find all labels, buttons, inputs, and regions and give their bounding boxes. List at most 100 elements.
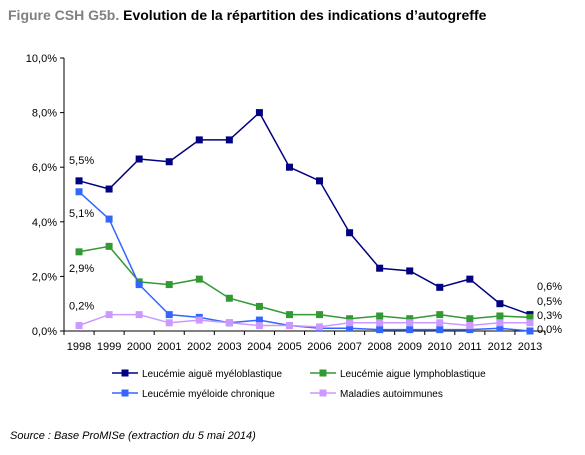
legend-item: Maladies autoimmunes (310, 389, 443, 400)
data-point (165, 281, 173, 289)
data-point (255, 316, 263, 324)
x-tick-label: 1998 (67, 341, 91, 353)
data-point (376, 312, 384, 320)
data-point (105, 215, 113, 223)
data-point (436, 326, 444, 334)
data-point (466, 322, 474, 330)
x-tick-label: 2001 (157, 341, 181, 353)
data-point (376, 326, 384, 334)
series-1 (75, 242, 534, 323)
data-label: 2,9% (69, 263, 94, 275)
data-point (75, 322, 83, 330)
data-label: 0,5% (537, 296, 562, 308)
data-point (195, 316, 203, 324)
data-point (526, 319, 534, 327)
x-tick-label: 2005 (277, 341, 301, 353)
data-point (526, 313, 534, 321)
data-label: 0,3% (537, 310, 562, 322)
data-point (376, 319, 384, 327)
data-point (436, 319, 444, 327)
data-point (316, 323, 324, 331)
x-tick-label: 2002 (187, 341, 211, 353)
x-tick-label: 2008 (367, 341, 391, 353)
x-tick-label: 1999 (97, 341, 121, 353)
data-point (496, 319, 504, 327)
figure-title: Evolution de la répartition des indicati… (123, 7, 487, 23)
y-tick-label: 0,0% (32, 326, 57, 338)
data-point (346, 315, 354, 323)
data-point (285, 163, 293, 171)
figure-number: Figure CSH G5b. (8, 7, 120, 23)
data-point (75, 177, 83, 185)
data-point (255, 109, 263, 117)
data-label: 0,2% (69, 301, 94, 313)
chart-title: Figure CSH G5b. Evolution de la répartit… (8, 7, 486, 23)
series-3 (75, 311, 534, 331)
data-point (436, 283, 444, 291)
x-tick-label: 2013 (518, 341, 542, 353)
chart-annotations: 5,5% 5,1% 2,9% 0,2% 0,6% 0,5% 0,3% 0,0% (69, 155, 562, 336)
data-point (376, 264, 384, 272)
y-tick-label: 8,0% (32, 108, 57, 120)
data-label: 0,0% (537, 324, 562, 336)
data-point (75, 188, 83, 196)
data-point (225, 136, 233, 144)
data-point (165, 319, 173, 327)
legend-marker (319, 389, 327, 397)
x-tick-label: 2007 (337, 341, 361, 353)
legend-item: Leucémie aiguë myéloblastique (112, 369, 283, 380)
x-tick-label: 2006 (307, 341, 331, 353)
data-label: 0,6% (537, 281, 562, 293)
legend-marker (121, 369, 129, 377)
data-point (466, 315, 474, 323)
series-line (78, 245, 531, 320)
legend-label: Leucémie myéloide chronique (142, 389, 275, 400)
series-0 (75, 109, 534, 319)
data-point (285, 311, 293, 319)
data-point (105, 242, 113, 250)
series-line (78, 191, 531, 332)
data-point (225, 319, 233, 327)
data-point (165, 311, 173, 319)
legend-label: Leucémie aiguë myéloblastique (142, 369, 283, 380)
data-point (225, 294, 233, 302)
data-label: 5,5% (69, 155, 94, 167)
data-point (135, 311, 143, 319)
legend-marker (121, 389, 129, 397)
data-point (406, 319, 414, 327)
chart-axes: 0,0% 2,0% 4,0% 6,0% 8,0% 10,0% 1998 1999 2000 200… (26, 53, 546, 353)
data-point (195, 275, 203, 283)
legend-item: Leucémie myéloide chronique (112, 389, 275, 400)
data-point (285, 322, 293, 330)
data-point (466, 326, 474, 334)
x-tick-label: 2012 (488, 341, 512, 353)
data-point (316, 177, 324, 185)
data-point (466, 275, 474, 283)
legend-label: Maladies autoimmunes (340, 389, 443, 400)
data-point (135, 281, 143, 289)
data-point (346, 229, 354, 237)
data-point (195, 136, 203, 144)
legend-marker (319, 369, 327, 377)
data-point (346, 324, 354, 332)
source-note: Source : Base ProMISe (extraction du 5 m… (10, 430, 256, 442)
y-tick-label: 6,0% (32, 162, 57, 174)
data-point (526, 327, 534, 335)
data-point (105, 185, 113, 193)
chart-series (75, 109, 534, 335)
data-point (496, 324, 504, 332)
data-point (135, 155, 143, 163)
legend-item: Leucémie aigue lymphoblastique (310, 369, 486, 380)
data-point (496, 300, 504, 308)
x-tick-label: 2009 (397, 341, 421, 353)
x-tick-label: 2000 (127, 341, 151, 353)
x-tick-label: 2003 (217, 341, 241, 353)
data-point (316, 311, 324, 319)
data-point (255, 322, 263, 330)
x-tick-label: 2004 (247, 341, 271, 353)
y-tick-label: 2,0% (32, 271, 57, 283)
data-point (346, 319, 354, 327)
series-2 (75, 188, 534, 335)
data-point (105, 311, 113, 319)
